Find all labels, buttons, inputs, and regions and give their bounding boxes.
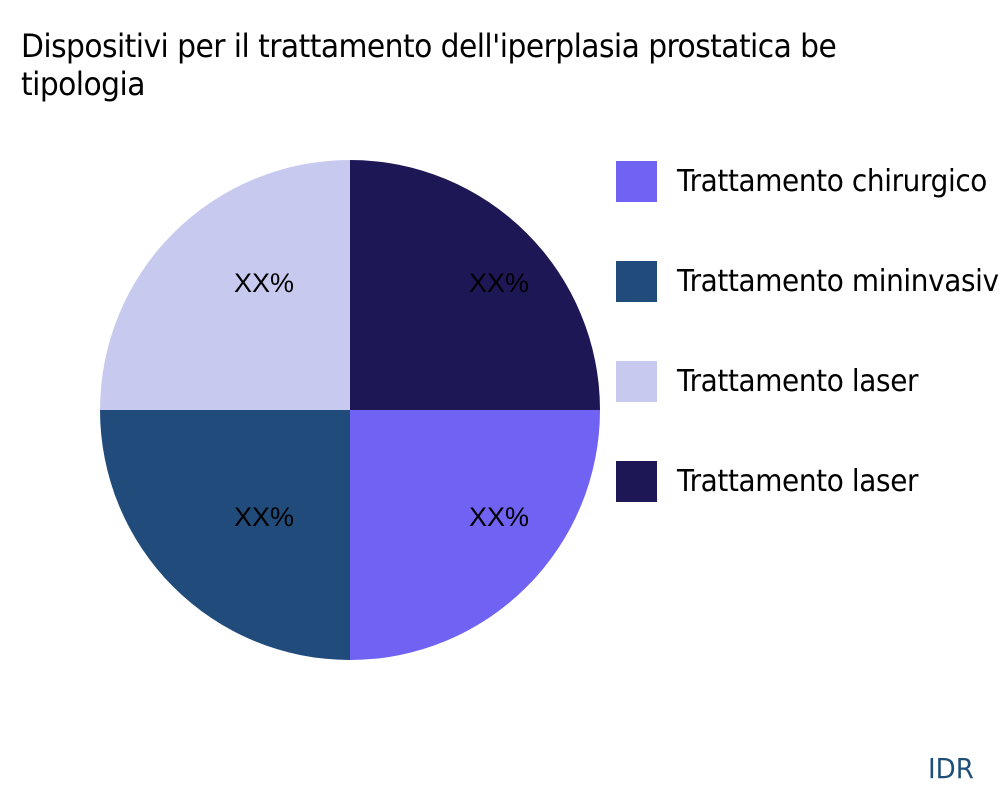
- pie-slice-chirurgico[interactable]: [350, 410, 600, 660]
- pie-slice-laser-light[interactable]: [100, 160, 350, 410]
- chart-title-line-1: Dispositivi per il trattamento dell'iper…: [21, 27, 837, 65]
- legend-swatch: [616, 260, 657, 302]
- legend-label: Trattamento chirurgico: [677, 163, 987, 199]
- chart-title-line-2: tipologia: [21, 65, 145, 103]
- slice-label-mininvasivo: XX%: [234, 502, 294, 532]
- slice-label-laser-light: XX%: [234, 268, 294, 298]
- legend-item-mininvasivo[interactable]: Trattamento mininvasivo: [616, 260, 1000, 302]
- legend-label: Trattamento laser: [677, 363, 919, 399]
- legend-swatch: [616, 460, 657, 502]
- pie-slice-laser-dark[interactable]: [350, 160, 600, 410]
- legend-item-laser-light[interactable]: Trattamento laser: [616, 360, 936, 402]
- legend-label: Trattamento mininvasivo: [677, 263, 1000, 299]
- chart-title: Dispositivi per il trattamento dell'iper…: [21, 27, 837, 103]
- legend-swatch: [616, 160, 657, 202]
- legend-item-laser-dark[interactable]: Trattamento laser: [616, 460, 936, 502]
- legend-item-chirurgico[interactable]: Trattamento chirurgico: [616, 160, 1000, 202]
- source-label: IDR: [928, 752, 974, 785]
- pie-slice-mininvasivo[interactable]: [100, 410, 350, 660]
- legend-label: Trattamento laser: [677, 463, 919, 499]
- legend-swatch: [616, 360, 657, 402]
- slice-label-chirurgico: XX%: [469, 502, 529, 532]
- slice-label-laser-dark: XX%: [469, 268, 529, 298]
